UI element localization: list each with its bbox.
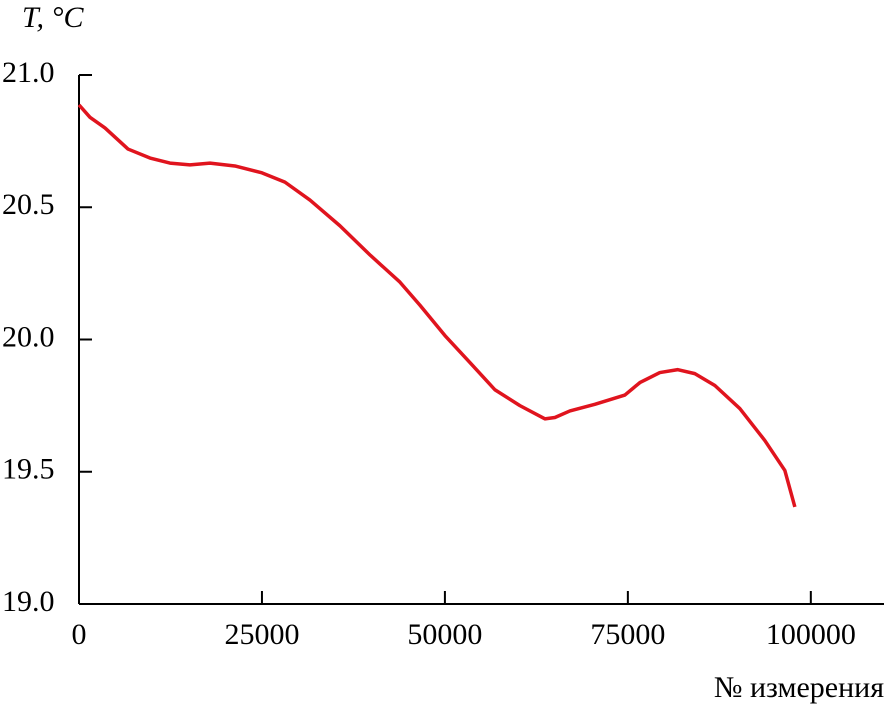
data-line bbox=[77, 103, 797, 508]
x-tick-label: 75000 bbox=[590, 618, 665, 651]
x-tick-label: 50000 bbox=[407, 618, 482, 651]
y-tick-label: 19.0 bbox=[2, 585, 55, 618]
y-axis-label: T, °C bbox=[22, 1, 84, 34]
x-tick-label: 0 bbox=[72, 618, 87, 651]
y-tick-label: 21.0 bbox=[2, 56, 55, 89]
y-tick-label: 19.5 bbox=[2, 453, 55, 486]
y-tick-label: 20.0 bbox=[2, 320, 55, 353]
x-tick-label: 100000 bbox=[766, 618, 856, 651]
x-axis-label: № измерения bbox=[714, 671, 884, 704]
x-tick-label: 25000 bbox=[224, 618, 299, 651]
y-tick-label: 20.5 bbox=[2, 188, 55, 221]
